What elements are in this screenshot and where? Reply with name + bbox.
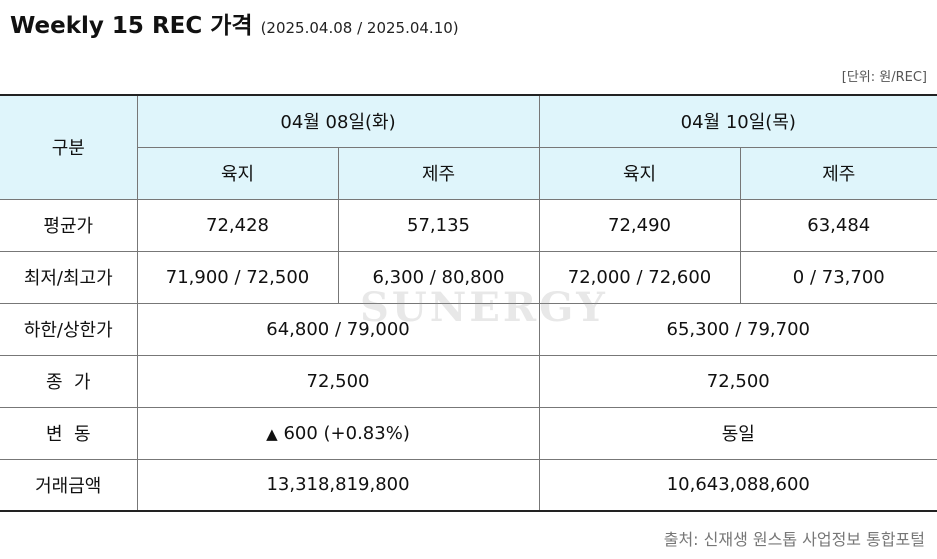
cell-change-d1: ▲ 600 (+0.83%): [136, 406, 540, 460]
header-row-dates: 구분 04월 08일(화) 04월 10일(목): [0, 94, 937, 200]
page-title: Weekly 15 REC 가격: [10, 13, 253, 39]
table-row-change: 변 동 ▲ 600 (+0.83%) 동일: [0, 406, 937, 460]
row-label-close: 종 가: [0, 354, 138, 408]
table-row-minmax: 최저/최고가 71,900 / 72,500 6,300 / 80,800 72…: [0, 250, 937, 304]
cell-average-d1-land: 72,428: [136, 198, 339, 252]
cell-close-d1: 72,500: [136, 354, 540, 408]
rec-price-table: 구분 04월 08일(화) 04월 10일(목) 육지 제주 육지 제주 평균가…: [0, 94, 937, 512]
table-row-volume: 거래금액 13,318,819,800 10,643,088,600: [0, 458, 937, 512]
date-range: (2025.04.08 / 2025.04.10): [260, 19, 459, 37]
row-label-change: 변 동: [0, 406, 138, 460]
cell-limits-d1: 64,800 / 79,000: [136, 302, 540, 356]
cell-volume-d2: 10,643,088,600: [538, 458, 937, 512]
table-row-average: 평균가 72,428 57,135 72,490 63,484: [0, 198, 937, 252]
table-row-close: 종 가 72,500 72,500: [0, 354, 937, 408]
up-triangle-icon: ▲: [266, 424, 278, 443]
row-label-volume: 거래금액: [0, 458, 138, 512]
change-value-d1: 600 (+0.83%): [283, 422, 410, 444]
cell-average-d1-jeju: 57,135: [337, 198, 540, 252]
cell-volume-d1: 13,318,819,800: [136, 458, 540, 512]
cell-average-d2-land: 72,490: [538, 198, 741, 252]
cell-close-d2: 72,500: [538, 354, 937, 408]
cell-minmax-d2-land: 72,000 / 72,600: [538, 250, 741, 304]
d2-jeju-header: 제주: [739, 146, 937, 200]
cell-change-d2: 동일: [538, 406, 937, 460]
cell-minmax-d1-jeju: 6,300 / 80,800: [337, 250, 540, 304]
cell-minmax-d2-jeju: 0 / 73,700: [739, 250, 937, 304]
row-label-average: 평균가: [0, 198, 138, 252]
unit-note: [단위: 원/REC]: [841, 70, 927, 85]
table-row-limits: 하한/상한가 64,800 / 79,000 65,300 / 79,700: [0, 302, 937, 356]
date1-header: 04월 08일(화): [136, 94, 540, 148]
d1-land-header: 육지: [137, 146, 339, 200]
cell-average-d2-jeju: 63,484: [739, 198, 937, 252]
title-row: Weekly 15 REC 가격 (2025.04.08 / 2025.04.1…: [10, 6, 459, 40]
d1-jeju-header: 제주: [337, 146, 540, 200]
category-header: 구분: [0, 94, 138, 200]
row-label-limits: 하한/상한가: [0, 302, 138, 356]
row-label-minmax: 최저/최고가: [0, 250, 138, 304]
date2-header: 04월 10일(목): [538, 94, 937, 148]
d2-land-header: 육지: [538, 146, 741, 200]
header-row-regions: 육지 제주 육지 제주: [0, 146, 937, 200]
cell-minmax-d1-land: 71,900 / 72,500: [136, 250, 339, 304]
source-note: 출처: 신재생 원스톱 사업정보 통합포털: [663, 530, 925, 549]
cell-limits-d2: 65,300 / 79,700: [538, 302, 937, 356]
